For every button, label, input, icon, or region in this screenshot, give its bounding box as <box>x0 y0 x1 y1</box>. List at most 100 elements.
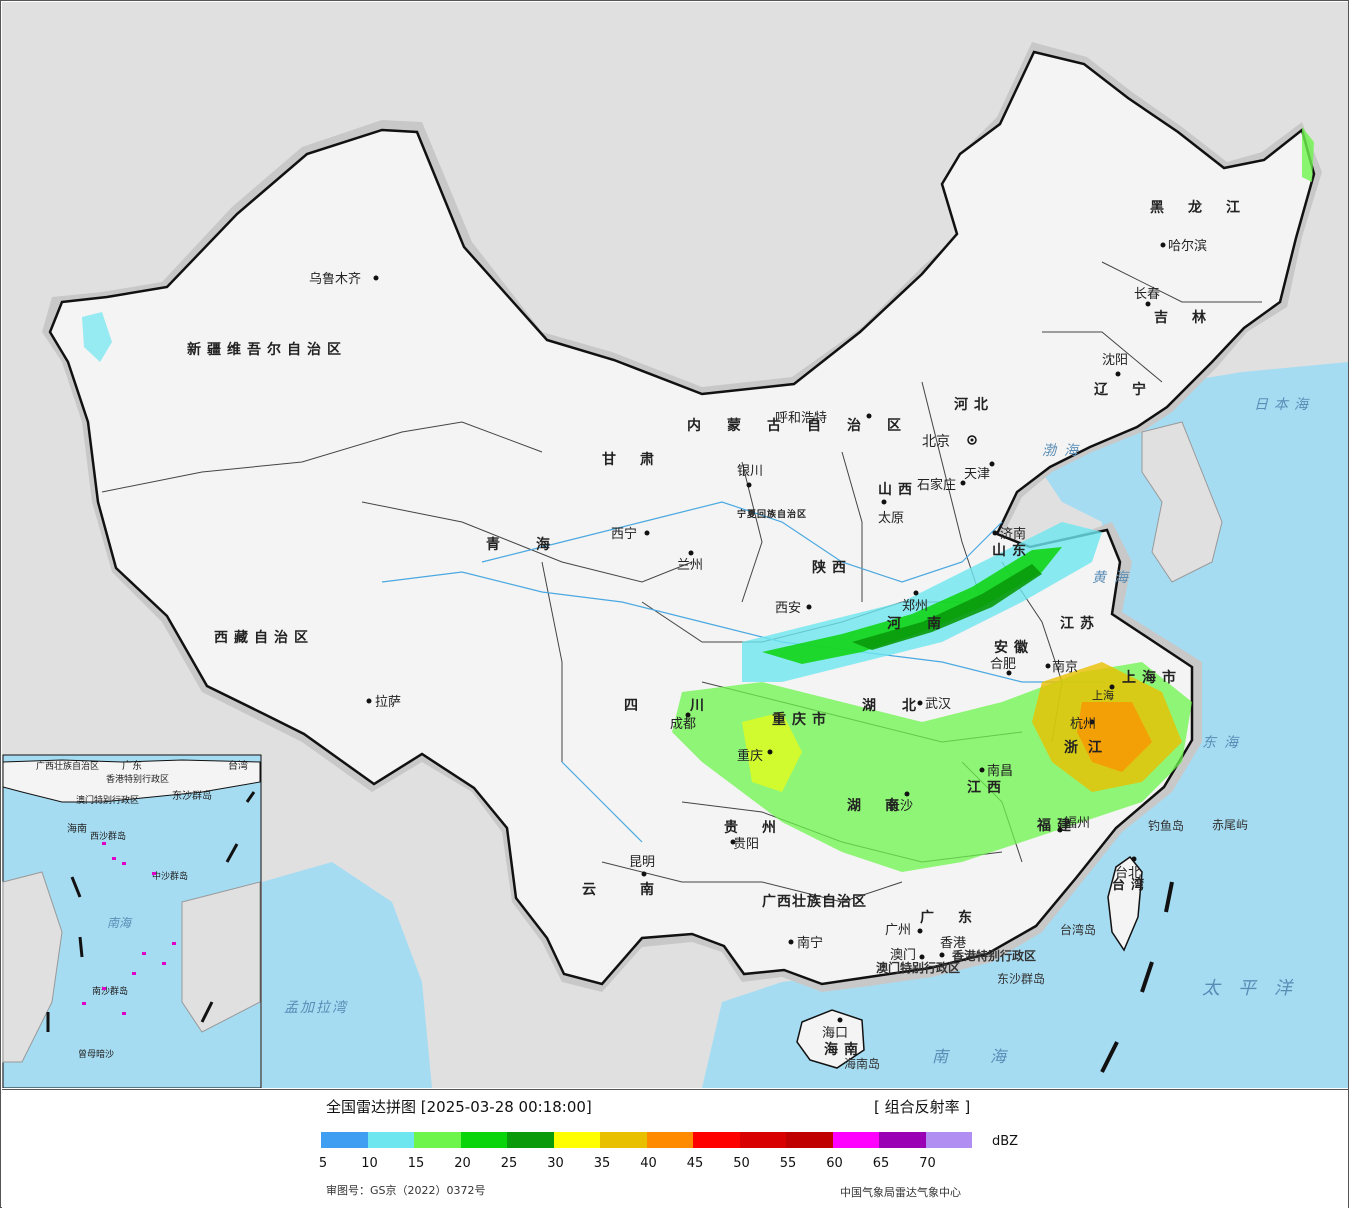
inset-label-4: 海南 <box>67 822 87 835</box>
province-label-xizang: 西藏自治区 <box>214 629 314 646</box>
city-hangzhou: 杭州 <box>1070 717 1096 732</box>
city-chongqing: 重庆 <box>737 748 773 764</box>
svg-text:福州: 福州 <box>1064 816 1090 831</box>
city-nanning: 南宁 <box>788 935 823 951</box>
color-swatch-60 <box>832 1132 879 1148</box>
color-scale-tick: 60 <box>826 1156 843 1171</box>
city-changchun: 长春 <box>1134 287 1160 307</box>
china-radar-map: 南海 广东 台湾 海南 东沙群岛 中沙群岛 南沙群岛 西沙群岛 曾母暗沙 香港特… <box>2 2 1348 1088</box>
city-macau: 澳门 <box>890 947 925 963</box>
inset-label-8: 西沙群岛 <box>90 830 126 842</box>
color-scale-tick: 50 <box>733 1156 750 1171</box>
inset-label-3: 台湾 <box>228 759 248 772</box>
svg-text:南宁: 南宁 <box>797 935 823 951</box>
island-label-diaoyu: 钓鱼岛 <box>1148 818 1184 833</box>
echo-xinjiang <box>82 312 112 362</box>
color-scale-tick: 10 <box>361 1156 378 1171</box>
svg-text:太原: 太原 <box>878 511 904 526</box>
svg-text:西宁: 西宁 <box>611 526 637 542</box>
svg-text:广州: 广州 <box>885 923 911 938</box>
sea-label-south: 南海 <box>932 1047 1048 1066</box>
color-swatch-70 <box>925 1132 972 1148</box>
sea-label-pacific: 太平洋 <box>1202 978 1310 999</box>
svg-text:杭州: 杭州 <box>1070 717 1096 732</box>
city-wuhan: 武汉 <box>917 697 951 712</box>
city-fuzhou: 福州 <box>1057 816 1090 833</box>
svg-text:天津: 天津 <box>964 467 990 482</box>
svg-text:兰州: 兰州 <box>677 558 703 573</box>
hainan-island <box>796 1009 865 1069</box>
city-beijing: 北京 <box>922 434 977 450</box>
province-label-hainan: 海南 <box>824 1041 864 1058</box>
inset-label-5: 东沙群岛 <box>172 789 212 802</box>
color-scale-tick: 5 <box>318 1156 328 1171</box>
echo-darkgreen-band <box>852 564 1042 650</box>
korea-peninsula <box>1141 421 1223 583</box>
province-label-anhui: 安徽 <box>994 639 1034 656</box>
inset-label-1: 南海 <box>107 916 133 930</box>
svg-text:台北: 台北 <box>1115 866 1141 881</box>
svg-text:香港: 香港 <box>940 936 966 951</box>
province-label-xinjiang: 新疆维吾尔自治区 <box>187 341 347 358</box>
svg-text:南京: 南京 <box>1052 659 1078 675</box>
province-label-ningxia: 宁夏回族自治区 <box>737 508 807 520</box>
svg-text:澳门: 澳门 <box>890 947 916 963</box>
svg-text:北京: 北京 <box>922 434 950 450</box>
city-hohhot: 呼和浩特 <box>775 411 872 426</box>
province-label-taiwan: 台湾 <box>1112 877 1150 893</box>
island-label-hainan: 海南岛 <box>844 1056 880 1071</box>
svg-text:贵阳: 贵阳 <box>733 837 759 852</box>
island-label-hk-sar: 香港特别行政区 <box>951 948 1036 963</box>
color-swatch-20 <box>460 1132 507 1148</box>
color-scale-tick: 45 <box>686 1156 704 1171</box>
svg-text:乌鲁木齐: 乌鲁木齐 <box>309 271 361 287</box>
province-label-chongqing: 重庆市 <box>772 711 832 728</box>
city-taiyuan: 太原 <box>878 499 904 526</box>
sea-label-bohai: 渤海 <box>1042 443 1086 459</box>
svg-text:武汉: 武汉 <box>925 697 951 712</box>
color-scale-tick: 20 <box>454 1156 471 1171</box>
unit-label: dBZ <box>992 1134 1019 1149</box>
svg-text:长春: 长春 <box>1134 287 1160 302</box>
color-scale-tick: 25 <box>500 1156 518 1171</box>
svg-text:上海: 上海 <box>1092 688 1114 702</box>
province-label-jilin: 吉林 <box>1154 309 1230 326</box>
color-swatch-25 <box>507 1132 554 1148</box>
svg-text:南昌: 南昌 <box>987 763 1013 779</box>
inset-label-10: 香港特别行政区 <box>106 773 169 785</box>
ocean-bay-bengal <box>262 862 432 1088</box>
province-label-neimenggu: 内蒙古自治区 <box>687 417 927 434</box>
svg-text:昆明: 昆明 <box>629 855 655 870</box>
city-kunming: 昆明 <box>629 855 655 877</box>
city-changsha: 长沙 <box>887 791 913 814</box>
taiwan-island <box>1107 855 1143 952</box>
province-label-yunnan: 云南 <box>582 881 698 898</box>
color-swatch-40 <box>646 1132 693 1148</box>
province-label-liaoning: 辽宁 <box>1094 381 1170 398</box>
city-yinchuan: 银川 <box>737 464 763 488</box>
svg-text:拉萨: 拉萨 <box>375 695 401 710</box>
province-label-guangxi: 广西壮族自治区 <box>762 893 867 910</box>
province-label-hunan: 湖南 <box>847 797 923 814</box>
svg-text:哈尔滨: 哈尔滨 <box>1168 238 1207 254</box>
province-label-heilongjiang: 黑龙江 <box>1150 199 1264 216</box>
south-china-sea-inset: 南海 广东 台湾 海南 东沙群岛 中沙群岛 南沙群岛 西沙群岛 曾母暗沙 香港特… <box>2 754 262 1088</box>
city-guangzhou: 广州 <box>885 923 923 938</box>
legend-panel: 全国雷达拼图 [2025-03-28 00:18:00] [ 组合反射率 ] d… <box>2 1089 1348 1208</box>
city-guiyang: 贵阳 <box>730 837 759 852</box>
city-shijiazhuang: 石家庄 <box>917 477 966 493</box>
inset-label-12: 广西壮族自治区 <box>36 760 99 772</box>
province-label-shaanxi: 陕西 <box>812 559 852 576</box>
color-swatch-50 <box>739 1132 786 1148</box>
producer-name: 中国气象局雷达气象中心 <box>840 1186 961 1199</box>
city-lanzhou: 兰州 <box>677 550 703 573</box>
color-swatch-5 <box>321 1132 368 1148</box>
city-nanjing: 南京 <box>1045 659 1078 675</box>
province-label-hubei: 湖北 <box>862 698 942 714</box>
color-swatch-30 <box>553 1132 600 1148</box>
svg-text:海口: 海口 <box>822 1026 848 1041</box>
province-label-sichuan: 四川 <box>624 698 756 714</box>
city-harbin: 哈尔滨 <box>1160 238 1207 254</box>
province-label-guangdong: 广东 <box>920 909 996 926</box>
city-hefei: 合肥 <box>990 657 1016 676</box>
